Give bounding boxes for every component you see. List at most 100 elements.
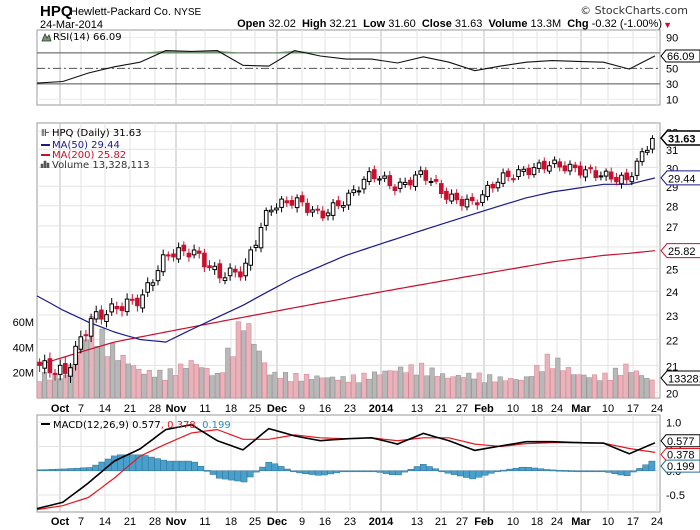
- volume-bar: [434, 376, 440, 399]
- candle-body: [104, 314, 109, 323]
- macd-histogram-bar: [314, 470, 322, 476]
- volume-bar: [319, 377, 325, 399]
- volume-bar: [476, 372, 482, 399]
- candle-body: [336, 200, 341, 207]
- candle-body: [284, 200, 290, 204]
- bottom-date-label: 25: [249, 516, 261, 528]
- mid-date-label: 21: [124, 403, 136, 415]
- candle-body: [155, 270, 161, 282]
- candle-body: [176, 247, 181, 260]
- volume-bar: [586, 377, 592, 399]
- macd-histogram-bar: [160, 459, 168, 472]
- close-value: 31.63: [454, 18, 483, 30]
- mid-date-label: Feb: [474, 403, 494, 415]
- macd-histogram-bar: [537, 468, 545, 471]
- candle-body: [428, 181, 434, 183]
- candle-body: [269, 209, 274, 213]
- volume-bar: [539, 371, 545, 399]
- bottom-date-label: Nov: [166, 516, 188, 528]
- candle-body: [469, 196, 475, 201]
- volume-bar: [241, 330, 247, 399]
- candle-body: [207, 265, 212, 269]
- bottom-date-label: 24: [551, 516, 563, 528]
- volume-bar: [591, 374, 598, 399]
- macd-histogram-bar: [524, 467, 532, 471]
- mid-date-label: 28: [149, 403, 161, 415]
- candle-body: [356, 190, 362, 193]
- bottom-date-label: 10: [602, 516, 614, 528]
- rsi-tick: 50: [666, 63, 678, 75]
- volume-tick: 60M: [13, 317, 34, 329]
- volume-value: 13.3M: [530, 18, 562, 30]
- bottom-date-label: Mar: [571, 516, 591, 528]
- volume-bar: [413, 374, 419, 399]
- candle-body: [619, 174, 624, 185]
- macd-histogram-bar: [568, 470, 575, 472]
- mid-date-label: 25: [249, 403, 261, 415]
- candle-body: [588, 167, 593, 170]
- volume-bar: [309, 379, 315, 399]
- macd-histogram-bar: [321, 470, 328, 476]
- volume-bar: [550, 368, 556, 399]
- mid-date-label: 2014: [369, 403, 394, 415]
- volume-label: Volume: [488, 18, 528, 30]
- candle-body: [222, 277, 228, 281]
- macd-histogram-bar: [265, 461, 273, 472]
- open-value: 32.02: [268, 18, 296, 30]
- ma50-legend-text: MA(50) 29.44: [52, 140, 120, 151]
- macd-histogram-bar: [407, 469, 415, 472]
- volume-bar: [288, 381, 294, 399]
- candle-body: [464, 198, 470, 208]
- volume-bar: [361, 372, 367, 399]
- volume-bar: [366, 378, 372, 399]
- candle-body: [150, 282, 156, 286]
- mid-date-label: 23: [344, 403, 356, 415]
- macd-histogram-bar: [345, 470, 353, 473]
- macd-value-tag: [660, 434, 700, 448]
- candle-body: [37, 361, 42, 366]
- candle-body: [603, 170, 609, 177]
- macd-histogram-bar: [147, 456, 155, 472]
- low-value: 31.60: [388, 18, 416, 30]
- candle-body: [243, 262, 248, 277]
- candle-body: [372, 169, 377, 180]
- change-value: -0.32 (-1.00%): [591, 18, 662, 30]
- down-arrow-icon: ▼: [663, 20, 672, 30]
- volume-bar: [235, 321, 241, 399]
- bottom-date-label: 18: [531, 516, 543, 528]
- candle-body: [63, 363, 68, 374]
- volume-bar: [460, 377, 467, 399]
- volume-bar: [523, 376, 529, 399]
- volume-bar: [193, 364, 199, 399]
- candle-body: [325, 212, 331, 217]
- mid-date-label: 14: [99, 403, 111, 415]
- macd-histogram-bar: [222, 470, 229, 480]
- candle-body: [433, 179, 439, 182]
- candle-body: [171, 253, 176, 258]
- exchange-label: NYSE: [173, 7, 202, 18]
- volume-bar: [623, 363, 629, 399]
- ma50-value-tag-text: 29.44: [668, 173, 696, 185]
- candle-body: [320, 210, 326, 219]
- volume-bar: [576, 374, 582, 399]
- volume-bar: [633, 370, 639, 399]
- candle-body: [423, 170, 429, 181]
- volume-bar: [146, 370, 152, 399]
- candle-body: [598, 175, 604, 178]
- mid-date-label: 21: [435, 403, 447, 415]
- candle-body: [181, 244, 187, 252]
- price-tick: 22: [666, 336, 678, 348]
- macd-histogram-bar: [463, 470, 470, 478]
- volume-bar: [340, 376, 346, 399]
- candle-body: [351, 189, 356, 194]
- volume-bar: [172, 375, 179, 399]
- mid-date-label: 10: [507, 403, 519, 415]
- candle-body: [202, 252, 207, 268]
- candle-body: [341, 205, 346, 208]
- macd-legend-name: MACD(12,26,9) 0.577: [53, 420, 161, 431]
- volume-bar: [209, 375, 215, 399]
- volume-bar: [544, 353, 550, 399]
- rsi-tick: 90: [666, 32, 678, 44]
- volume-bar: [36, 381, 42, 399]
